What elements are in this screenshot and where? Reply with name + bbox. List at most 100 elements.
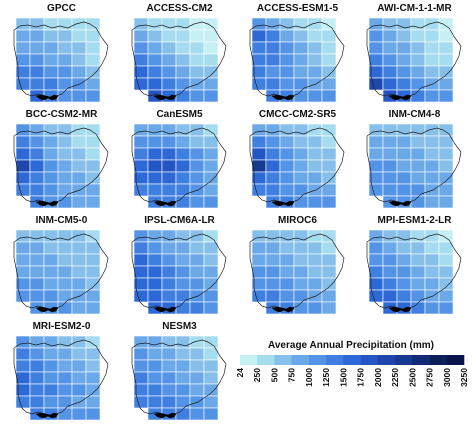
grid-cell	[43, 171, 59, 185]
grid-cell	[43, 53, 59, 67]
grid-cell	[265, 171, 281, 185]
grid-cell	[133, 147, 149, 161]
grid-cell	[424, 171, 440, 185]
grid-cell	[133, 29, 149, 43]
grid-cell	[147, 335, 163, 349]
grid-cell	[382, 29, 398, 43]
colorbar-tick-label: 250	[252, 368, 262, 382]
grid-cell	[396, 41, 412, 55]
grid-cell	[368, 53, 384, 67]
grid-cell	[161, 241, 177, 255]
grid-cell	[396, 147, 412, 161]
panel-title: ACCESS-CM2	[146, 3, 213, 14]
grid-cell	[307, 253, 323, 267]
grid-cell	[189, 195, 205, 208]
colorbar-segment	[240, 355, 258, 365]
grid-cell	[265, 17, 281, 31]
grid-cell	[71, 41, 87, 55]
grid-cell	[321, 123, 337, 137]
grid-cell	[29, 77, 45, 91]
map-svg	[366, 229, 462, 314]
grid-cell	[71, 29, 87, 43]
colorbar-tick-label: 2750	[425, 368, 435, 387]
map-svg	[13, 229, 109, 314]
grid-cell	[15, 335, 31, 349]
grid-cell	[307, 147, 323, 161]
grid-cell	[133, 17, 149, 31]
grid-cell	[71, 253, 87, 267]
grid-cell	[161, 159, 177, 173]
grid-cell	[382, 253, 398, 267]
grid-cell	[175, 147, 191, 161]
grid-cell	[307, 89, 323, 102]
map-svg	[366, 123, 462, 208]
grid-cell	[279, 17, 295, 31]
grid-cell	[251, 265, 267, 279]
grid-cell	[29, 65, 45, 79]
grid-cell	[161, 289, 177, 303]
colorbar-tick-label: 2500	[407, 368, 417, 387]
grid-cell	[147, 77, 163, 91]
grid-cell	[29, 183, 45, 197]
grid-cell	[251, 123, 267, 137]
grid-cell	[57, 41, 73, 55]
grid-cell	[133, 77, 149, 91]
panel-title: BCC-CSM2-MR	[25, 109, 98, 120]
colorbar-segment	[446, 355, 465, 365]
grid-cell	[29, 17, 45, 31]
grid-cell	[175, 159, 191, 173]
precipitation-map	[359, 122, 471, 208]
coastline	[388, 306, 412, 313]
grid-cell	[43, 253, 59, 267]
grid-cell	[147, 371, 163, 385]
grid-cell	[175, 335, 191, 349]
grid-cell	[29, 159, 45, 173]
grid-cell	[279, 171, 295, 185]
grid-cell	[175, 265, 191, 279]
grid-cell	[293, 195, 309, 208]
grid-cell	[71, 53, 87, 67]
grid-cell	[15, 123, 31, 137]
grid-cell	[410, 229, 426, 243]
grid-cell	[424, 17, 440, 31]
grid-cell	[15, 241, 31, 255]
grid-cell	[161, 41, 177, 55]
grid-cell	[321, 89, 337, 102]
grid-cell	[43, 147, 59, 161]
coastline	[271, 94, 295, 101]
grid-cell	[382, 171, 398, 185]
grid-cell	[15, 371, 31, 385]
grid-cell	[161, 335, 177, 349]
grid-cell	[293, 289, 309, 303]
precipitation-map	[6, 122, 118, 208]
colorbar-segment	[257, 355, 275, 365]
panel-title: ACCESS-ESM1-5	[256, 3, 339, 14]
precipitation-map	[124, 334, 236, 420]
grid-cell	[438, 147, 454, 161]
grid-cell	[307, 265, 323, 279]
model-panel: GPCC	[4, 2, 119, 102]
grid-cell	[307, 29, 323, 43]
grid-cell	[133, 229, 149, 243]
grid-cell	[57, 289, 73, 303]
grid-cell	[85, 147, 101, 161]
grid-cell	[265, 29, 281, 43]
grid-cell	[307, 195, 323, 208]
colorbar-segment	[326, 355, 344, 365]
grid-cell	[189, 123, 205, 137]
grid-cell	[85, 159, 101, 173]
grid-cell	[438, 65, 454, 79]
grid-cell	[85, 301, 101, 314]
grid-cell	[175, 289, 191, 303]
grid-cell	[203, 41, 219, 55]
grid-cell	[410, 265, 426, 279]
grid-cell	[189, 277, 205, 291]
grid-cell	[438, 183, 454, 197]
grid-cell	[203, 289, 219, 303]
grid-cell	[410, 183, 426, 197]
colorbar-segment	[412, 355, 430, 365]
grid-cell	[161, 123, 177, 137]
grid-cell	[410, 147, 426, 161]
grid-cell	[175, 29, 191, 43]
